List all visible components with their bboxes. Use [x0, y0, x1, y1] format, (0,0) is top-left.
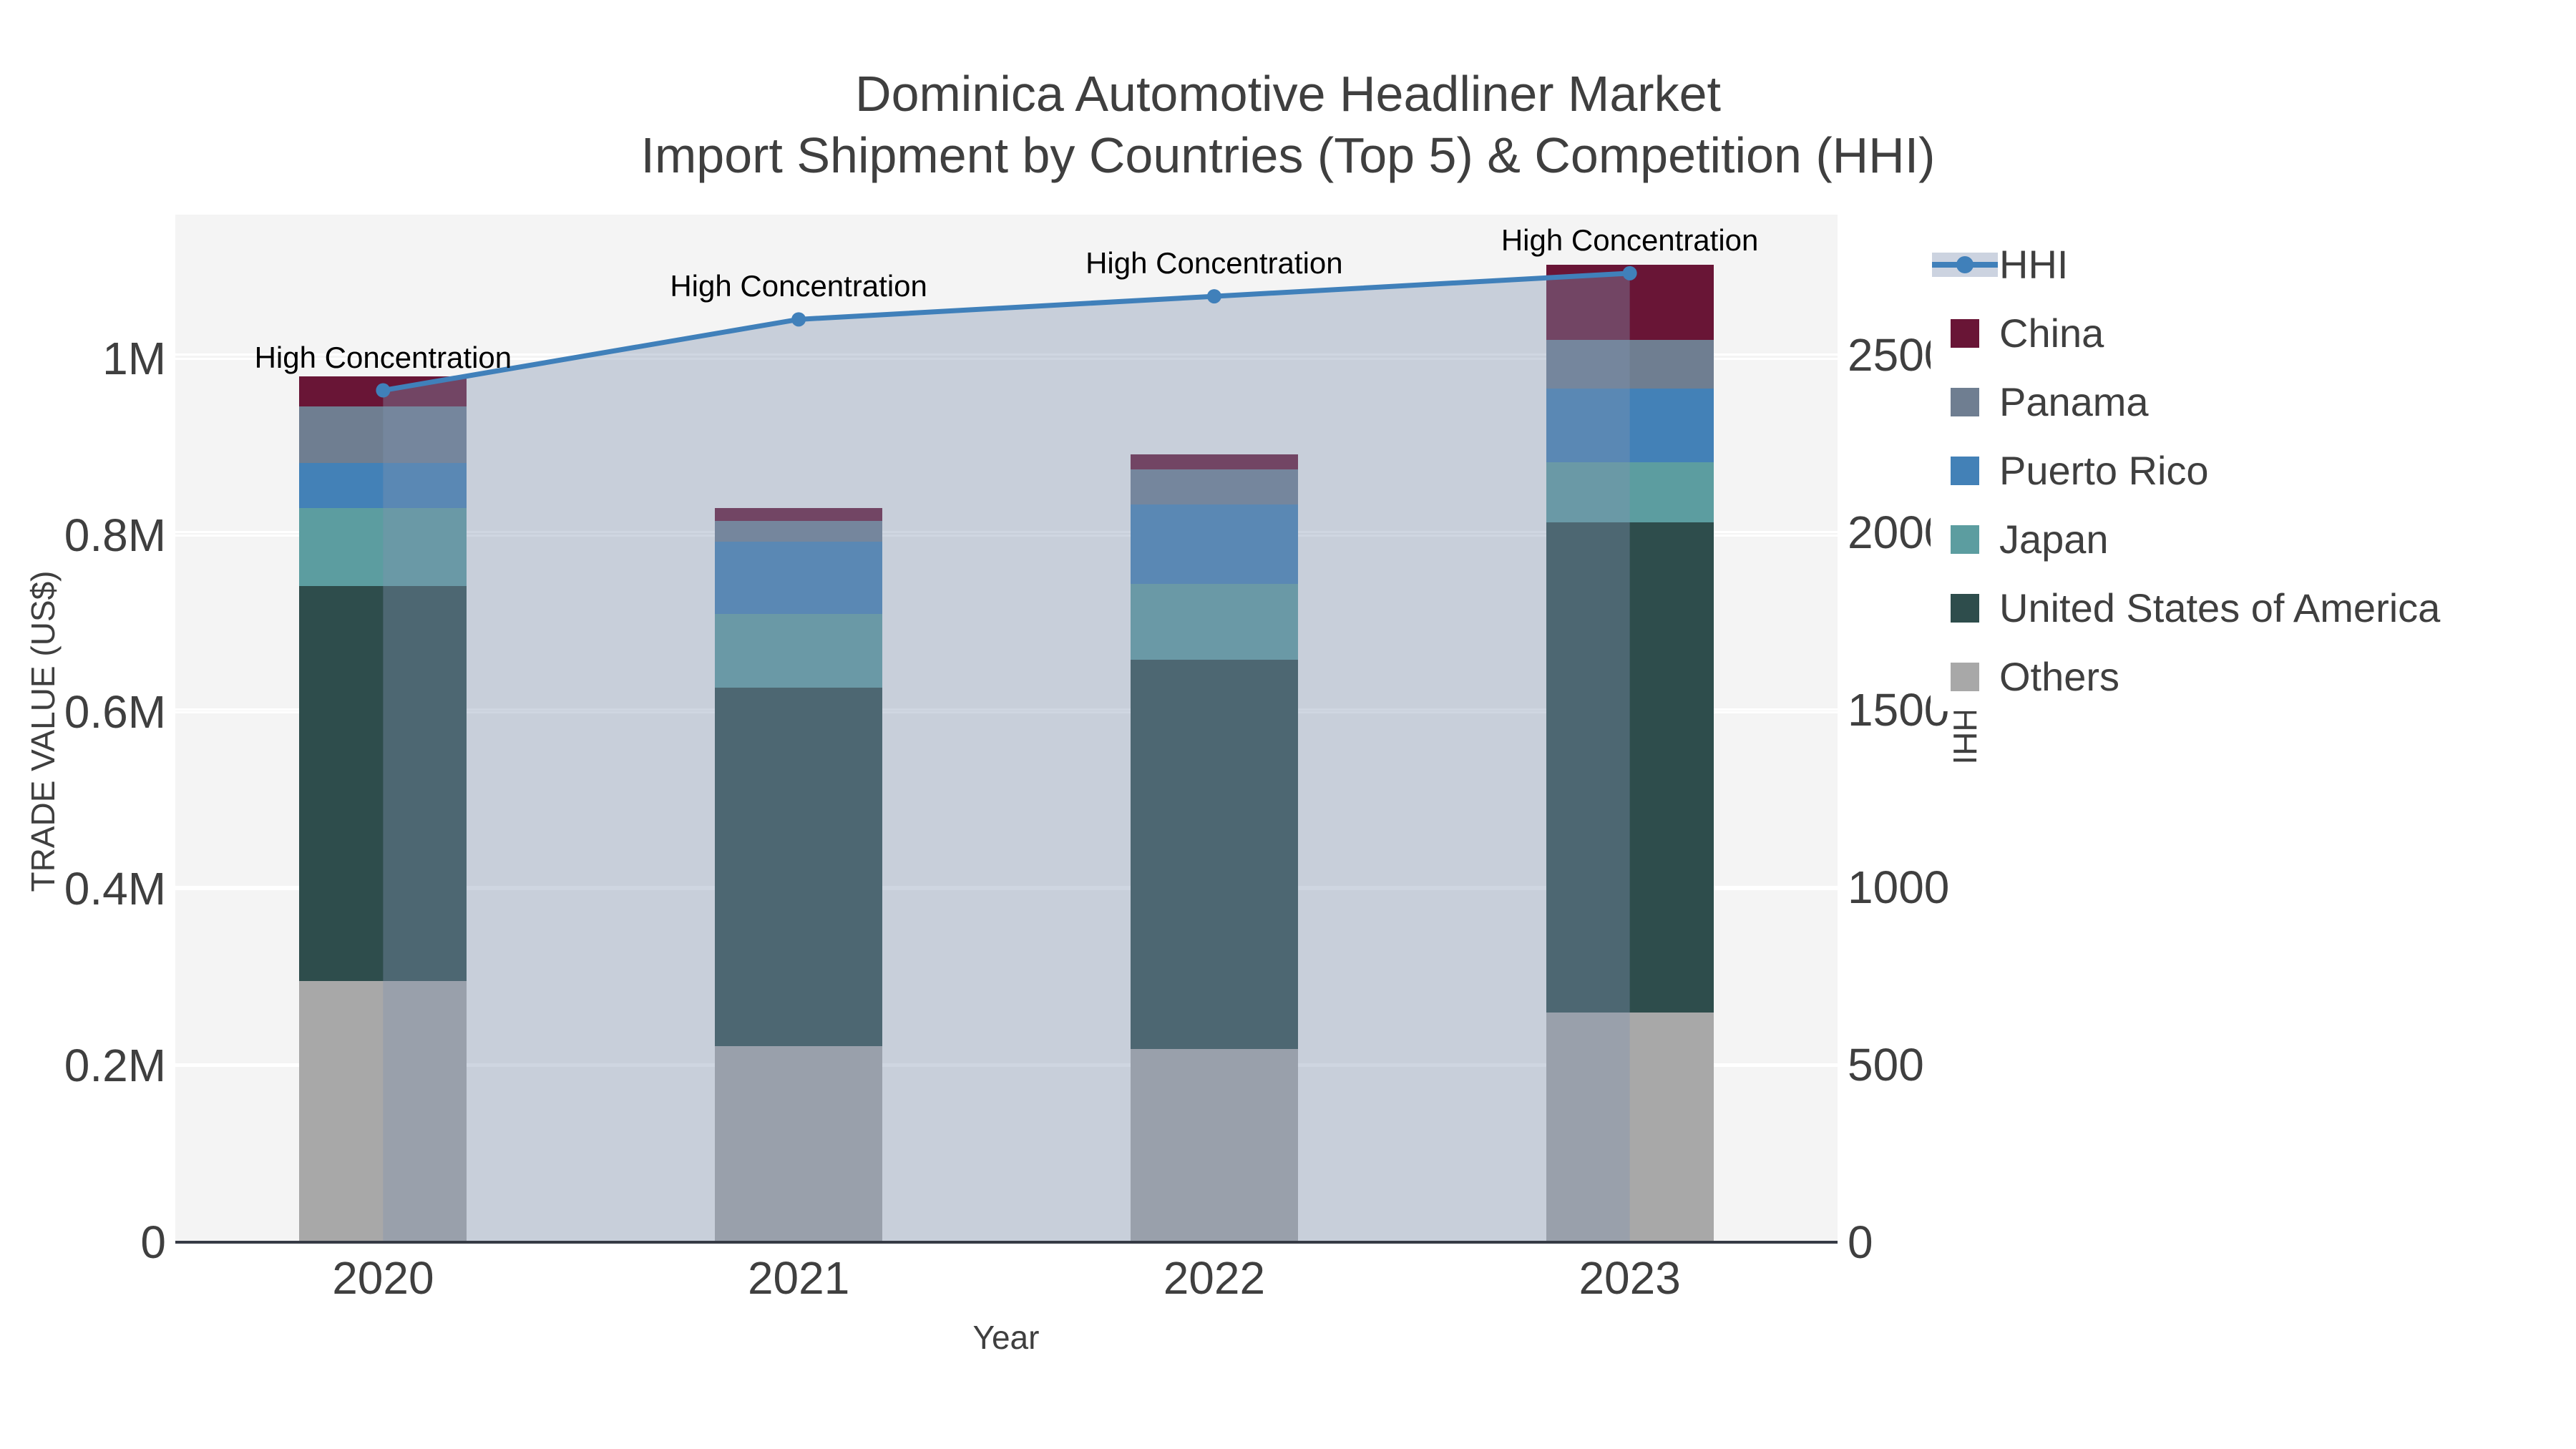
legend-item-hhi[interactable]: HHI — [1931, 230, 2575, 299]
x-tick-2022: 2022 — [1163, 1252, 1266, 1304]
y-right-tick-500: 500 — [1848, 1038, 1924, 1091]
bar-segment-panama-2021[interactable] — [715, 521, 883, 542]
y-left-tick-0: 0 — [140, 1216, 166, 1268]
y-left-tick-0.4M: 0.4M — [64, 863, 166, 915]
legend-label: Others — [1999, 654, 2120, 699]
chart-title-line1: Dominica Automotive Headliner Market — [855, 66, 1721, 122]
legend-label: HHI — [1999, 242, 2069, 287]
hhi-line[interactable] — [382, 270, 1630, 393]
x-tick-2021: 2021 — [747, 1252, 850, 1304]
hhi-marker-2022[interactable] — [1206, 289, 1221, 304]
gridline-left-1M — [175, 357, 1838, 360]
bar-segment-puerto-rico-2022[interactable] — [1130, 504, 1298, 585]
gridline-right-1500 — [175, 708, 1838, 711]
bar-segment-japan-2022[interactable] — [1130, 584, 1298, 660]
bar-segment-puerto-rico-2020[interactable] — [299, 462, 467, 508]
legend-swatch-united-states-of-america — [1951, 594, 1979, 623]
bar-segment-china-2022[interactable] — [1130, 454, 1298, 469]
bar-segment-united-states-of-america-2022[interactable] — [1130, 660, 1298, 1049]
annotation-high-concentration-2021: High Concentration — [670, 269, 927, 303]
hhi-marker-2021[interactable] — [791, 312, 806, 327]
bar-segment-others-2020[interactable] — [299, 980, 467, 1242]
bar-segment-others-2022[interactable] — [1130, 1048, 1298, 1242]
legend-label: China — [1999, 311, 2104, 356]
y-left-tick-1M: 1M — [102, 333, 166, 385]
y-left-axis-title: TRADE VALUE (US$) — [24, 570, 62, 892]
bar-segment-others-2023[interactable] — [1546, 1012, 1714, 1242]
bar-segment-japan-2020[interactable] — [299, 507, 467, 586]
gridline-right-500 — [175, 1063, 1838, 1066]
hhi-line-layer — [376, 265, 1637, 1242]
bar-segment-japan-2021[interactable] — [715, 614, 883, 688]
y-left-tick-0.2M: 0.2M — [64, 1040, 166, 1092]
bar-segment-others-2021[interactable] — [715, 1045, 883, 1242]
legend-label: United States of America — [1999, 585, 2441, 630]
x-tick-2023: 2023 — [1579, 1252, 1681, 1304]
legend-item-panama[interactable]: Panama — [1931, 368, 2575, 436]
y-right-tick-0: 0 — [1848, 1216, 1873, 1268]
legend-swatch-china — [1951, 319, 1979, 348]
legend-swatch-others — [1951, 663, 1979, 691]
bar-segment-puerto-rico-2021[interactable] — [715, 541, 883, 615]
legend-label: Panama — [1999, 379, 2149, 424]
x-axis-title: Year — [972, 1319, 1040, 1356]
bar-segment-panama-2022[interactable] — [1130, 469, 1298, 504]
bar-segment-united-states-of-america-2021[interactable] — [715, 687, 883, 1046]
plot-area: High Concentration High Concentration High… — [175, 215, 1838, 1242]
x-tick-2020: 2020 — [332, 1252, 434, 1304]
gridline-left-0.6M — [175, 711, 1838, 713]
annotation-high-concentration-2020: High Concentration — [254, 340, 512, 374]
y-left-tick-0.8M: 0.8M — [64, 509, 166, 562]
hhi-legend-marker-icon — [1956, 256, 1974, 273]
bar-segment-puerto-rico-2023[interactable] — [1546, 389, 1714, 462]
hhi-marker-2020[interactable] — [376, 383, 391, 398]
legend-label: Puerto Rico — [1999, 448, 2209, 493]
gridline-right-2000 — [175, 531, 1838, 534]
gridline-right-2500 — [175, 353, 1838, 356]
legend: HHI China Panama Puerto Rico Japan United Sta… — [1931, 230, 2575, 711]
legend-item-japan[interactable]: Japan — [1931, 505, 2575, 574]
legend-swatch-japan — [1951, 525, 1979, 554]
gridline-left-0.8M — [175, 534, 1838, 537]
x-axis-line — [175, 1241, 1838, 1244]
annotation-high-concentration-2023: High Concentration — [1501, 223, 1759, 257]
legend-swatch-panama — [1951, 388, 1979, 416]
bar-segment-panama-2023[interactable] — [1546, 340, 1714, 389]
annotation-high-concentration-2022: High Concentration — [1085, 246, 1343, 280]
legend-label: Japan — [1999, 517, 2109, 562]
bar-segment-panama-2020[interactable] — [299, 406, 467, 463]
chart-title: Dominica Automotive Headliner Market Imp… — [0, 63, 2576, 186]
hhi-area-fill — [383, 273, 1630, 1242]
legend-item-puerto-rico[interactable]: Puerto Rico — [1931, 436, 2575, 505]
legend-item-others[interactable]: Others — [1931, 643, 2575, 711]
bar-segment-japan-2023[interactable] — [1546, 462, 1714, 522]
legend-swatch-puerto-rico — [1951, 457, 1979, 485]
bar-segment-united-states-of-america-2023[interactable] — [1546, 522, 1714, 1013]
gridline-right-1000 — [175, 886, 1838, 889]
bar-segment-china-2021[interactable] — [715, 507, 883, 522]
legend-item-united-states-of-america[interactable]: United States of America — [1931, 574, 2575, 643]
gridline-left-0.4M — [175, 887, 1838, 890]
chart-title-line2: Import Shipment by Countries (Top 5) & C… — [640, 127, 1936, 183]
y-left-tick-0.6M: 0.6M — [64, 686, 166, 738]
bar-segment-united-states-of-america-2020[interactable] — [299, 585, 467, 981]
legend-item-china[interactable]: China — [1931, 299, 2575, 368]
y-right-tick-1000: 1000 — [1848, 861, 1950, 913]
hhi-marker-2023[interactable] — [1622, 265, 1637, 280]
